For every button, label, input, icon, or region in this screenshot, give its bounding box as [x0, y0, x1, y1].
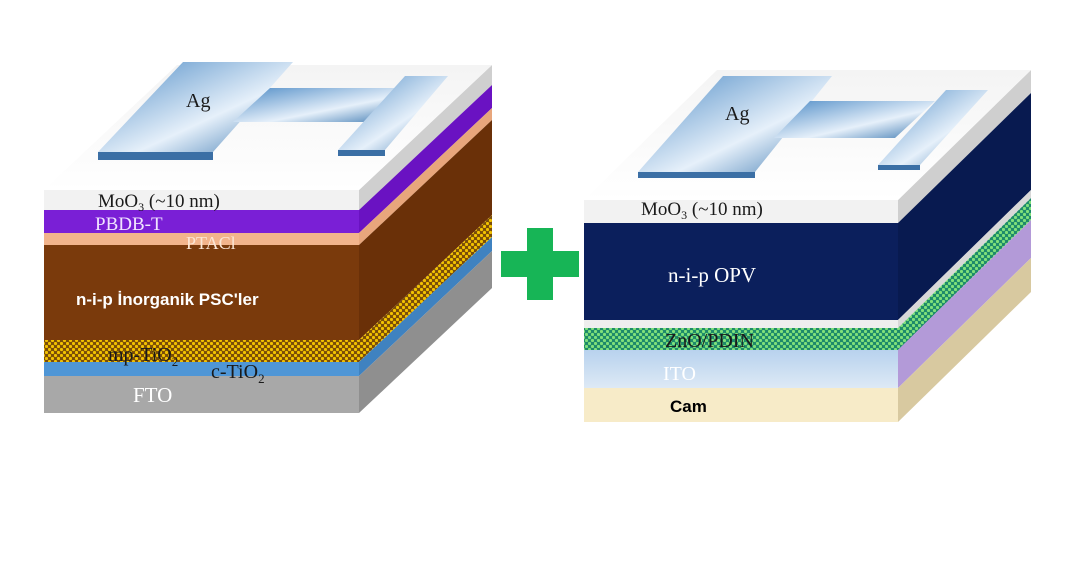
side-absorber	[359, 120, 492, 340]
label-c-tio2: c-TiO2	[211, 361, 265, 386]
label-moo3: MoO3 (~10 nm)	[98, 191, 220, 214]
layer-zno-pdin	[584, 328, 898, 350]
ag-electrode	[98, 62, 448, 160]
side-moo3	[898, 70, 1031, 223]
label-absorber: n-i-p İnorganik PSC'ler	[76, 290, 259, 309]
label-ag: Ag	[186, 90, 210, 112]
label-zno-pdin: ZnO/PDIN	[665, 330, 754, 352]
layer-mp-tio2	[44, 340, 359, 362]
side-gap	[898, 190, 1031, 328]
layer-absorber	[44, 245, 359, 340]
side-glass	[898, 258, 1031, 422]
layer-opv	[584, 223, 898, 320]
side-c	[359, 237, 492, 376]
plus-icon	[501, 228, 579, 300]
label-ito: ITO	[663, 363, 696, 385]
label-ptacl: PTACl	[186, 233, 236, 253]
side-ito	[898, 220, 1031, 388]
layer-moo3	[44, 190, 359, 210]
side-mp	[359, 215, 492, 362]
label-mp-tio2: mp-TiO2	[108, 344, 178, 369]
side-fto	[359, 251, 492, 413]
label-pbdb-t: PBDB-T	[95, 214, 163, 235]
label-moo3: MoO3 (~10 nm)	[641, 199, 763, 222]
layer-pbdb-t	[44, 210, 359, 233]
layer-c-tio2	[44, 362, 359, 376]
layer-gap	[584, 320, 898, 328]
layer-glass	[584, 388, 898, 422]
side-opv	[898, 93, 1031, 320]
left-stack: Ag MoO3 (~10 nm) PBDB-T PTACl n-i-p İnor…	[44, 62, 492, 413]
side-pbdb	[359, 85, 492, 233]
label-ag: Ag	[725, 103, 749, 125]
right-stack: Ag MoO3 (~10 nm) n-i-p OPV ZnO/PDIN ITO …	[584, 70, 1031, 422]
side-zno	[898, 198, 1031, 350]
side-moo3	[359, 65, 492, 210]
layer-ptacl	[44, 233, 359, 245]
ag-electrode	[638, 76, 988, 178]
label-glass: Cam	[670, 397, 707, 416]
layer-fto	[44, 376, 359, 413]
label-opv: n-i-p OPV	[668, 263, 756, 287]
layer-ito	[584, 350, 898, 388]
label-fto: FTO	[133, 383, 172, 407]
side-ptacl	[359, 108, 492, 245]
layer-moo3	[584, 200, 898, 223]
